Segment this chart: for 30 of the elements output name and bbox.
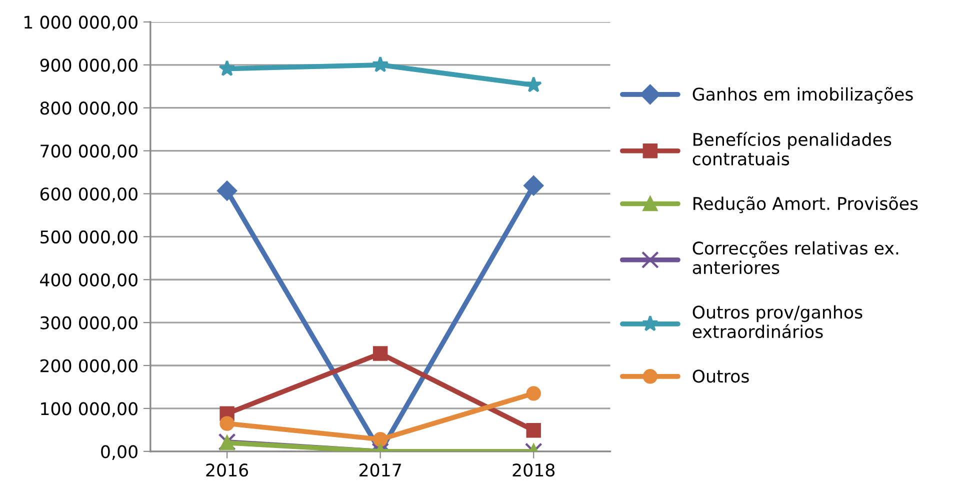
x-tick-label: 2018: [512, 464, 555, 477]
point: [217, 180, 237, 201]
x-tick-label: 2017: [360, 464, 401, 477]
legend-label: Outros prov/ganhos extraordinários: [692, 305, 862, 338]
x-tick-label: 2016: [206, 464, 248, 477]
point: [220, 416, 234, 431]
y-tick-label: 500 000,00: [40, 230, 138, 246]
point: [218, 60, 236, 76]
y-tick-label: 1 000 000,00: [24, 16, 138, 31]
legend-label: Ganhos em imobilizações: [692, 87, 913, 104]
y-tick-label: 900 000,00: [40, 58, 138, 74]
legend-label: Benefícios penalidades contratuais: [692, 132, 892, 166]
y-tick-label: 0,00: [101, 445, 138, 460]
legend-label: Correcções relativas ex. anteriores: [692, 240, 898, 274]
point: [524, 176, 544, 196]
point: [372, 56, 389, 72]
y-tick-label: 400 000,00: [40, 273, 138, 288]
y-tick-label: 700 000,00: [40, 144, 138, 160]
point: [372, 432, 388, 447]
legend-label: Outros: [692, 370, 749, 383]
point: [526, 422, 541, 438]
point: [372, 346, 388, 361]
y-tick-label: 800 000,00: [40, 102, 138, 116]
point: [525, 76, 542, 92]
y-tick-label: 600 000,00: [40, 187, 138, 202]
y-tick-label: 300 000,00: [40, 316, 138, 332]
point: [526, 386, 541, 401]
y-tick-label: 100 000,00: [41, 402, 138, 418]
y-tick-label: 200 000,00: [40, 359, 138, 374]
legend-label: Redução Amort. Provisões: [694, 196, 918, 214]
